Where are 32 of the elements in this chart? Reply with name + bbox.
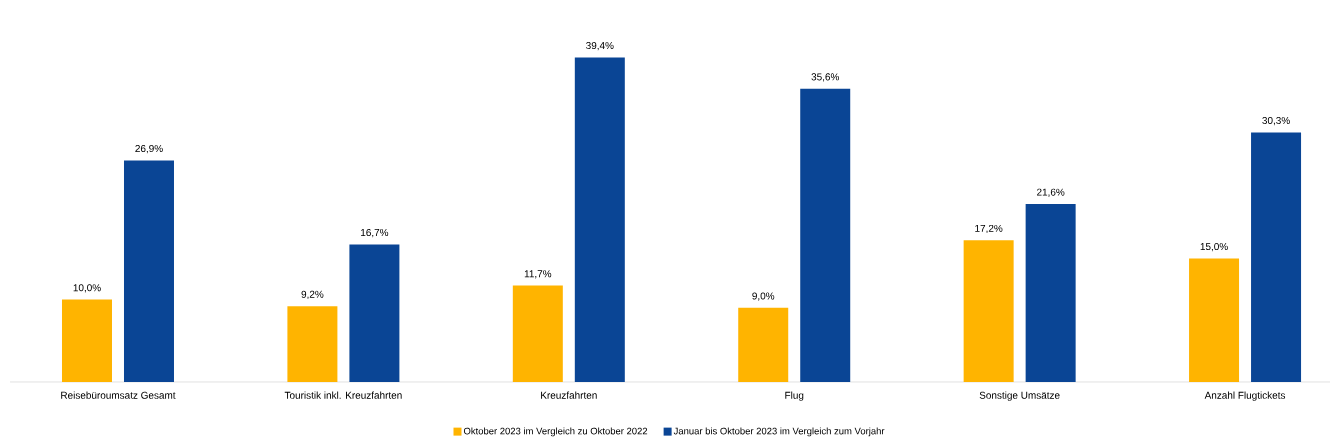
data-label: 9,2% (301, 290, 324, 300)
data-label: 15,0% (1200, 243, 1228, 252)
bar (800, 88, 851, 382)
data-label: 35,6% (811, 73, 839, 82)
data-label: 21,6% (1037, 188, 1065, 197)
bar (512, 285, 563, 382)
bar (1251, 132, 1302, 382)
data-label: 9,0% (752, 292, 775, 301)
x-tick-label: Kreuzfahrten (541, 391, 597, 399)
bar (738, 307, 789, 382)
bar (287, 306, 338, 382)
data-label: 17,2% (975, 224, 1003, 234)
bar (1189, 258, 1240, 382)
data-label: 26,9% (135, 144, 163, 154)
bar (123, 160, 174, 382)
x-tick-label: Anzahl Flugtickets (1204, 391, 1286, 401)
bar (574, 57, 625, 382)
data-label: 11,7% (524, 270, 552, 279)
data-label: 39,4% (586, 42, 614, 51)
x-tick-label: Sonstige Umsätze (979, 391, 1060, 401)
bar (963, 240, 1014, 382)
legend-label: Oktober 2023 im Vergleich zu Oktober 2022 (463, 427, 648, 437)
bar (349, 244, 400, 382)
data-label: 30,3% (1262, 116, 1290, 126)
legend-label: Januar bis Oktober 2023 im Vergleich zum Vorjahr (673, 427, 885, 437)
x-tick-label: Flug (785, 391, 804, 401)
data-label: 16,7% (361, 229, 389, 238)
bar (1025, 204, 1076, 382)
data-label: 10,0% (73, 284, 101, 293)
x-tick-label: Touristik inkl. Kreuzfahrten (284, 391, 402, 399)
x-tick-label: Reisebüroumsatz Gesamt (61, 391, 176, 399)
bar (61, 299, 112, 382)
